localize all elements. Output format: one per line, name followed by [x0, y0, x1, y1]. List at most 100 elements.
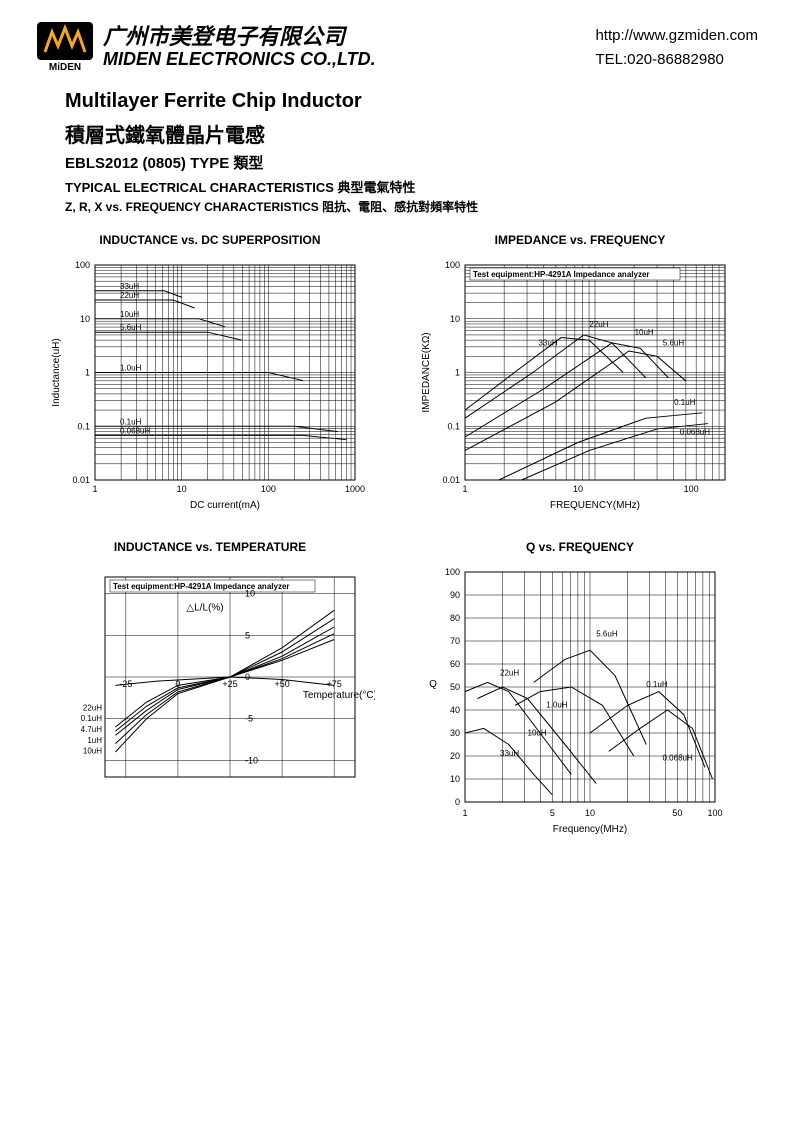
- subtitle-1: TYPICAL ELECTRICAL CHARACTERISTICS 典型電氣特…: [65, 177, 758, 196]
- title-cn: 積層式鐵氧體晶片電感: [65, 119, 758, 148]
- chart3-title: INDUCTANCE vs. TEMPERATURE: [45, 540, 375, 554]
- logo-block: MiDEN 广州市美登电子有限公司 MIDEN ELECTRONICS CO.,…: [35, 20, 376, 75]
- svg-text:10uH: 10uH: [120, 310, 139, 319]
- svg-text:20: 20: [450, 751, 460, 761]
- svg-text:0.1uH: 0.1uH: [81, 714, 103, 723]
- svg-text:100: 100: [707, 808, 722, 818]
- chart-impedance-freq: IMPEDANCE vs. FREQUENCY 1 10 100 0.01 0.1 1 10…: [415, 233, 745, 515]
- svg-text:33uH: 33uH: [500, 749, 519, 758]
- svg-text:+75: +75: [327, 679, 342, 689]
- svg-text:0.1uH: 0.1uH: [646, 680, 668, 689]
- svg-text:22uH: 22uH: [589, 320, 608, 329]
- svg-text:0.1uH: 0.1uH: [674, 398, 696, 407]
- svg-text:10: 10: [80, 314, 90, 324]
- chart4-title: Q vs. FREQUENCY: [415, 540, 745, 554]
- svg-text:4.7uH: 4.7uH: [81, 725, 103, 734]
- chart3-svg: Test equipment:HP-4291A Impedance analyz…: [45, 562, 375, 812]
- svg-text:1: 1: [462, 484, 467, 494]
- svg-text:1: 1: [462, 808, 467, 818]
- svg-text:40: 40: [450, 705, 460, 715]
- svg-text:50: 50: [672, 808, 682, 818]
- svg-text:50: 50: [450, 682, 460, 692]
- svg-text:1000: 1000: [345, 484, 365, 494]
- chart2-title: IMPEDANCE vs. FREQUENCY: [415, 233, 745, 247]
- title-en: Multilayer Ferrite Chip Inductor: [65, 90, 758, 113]
- svg-text:10: 10: [450, 314, 460, 324]
- svg-text:-5: -5: [245, 714, 253, 724]
- svg-text:1: 1: [85, 368, 90, 378]
- company-name-en: MIDEN ELECTRONICS CO.,LTD.: [103, 49, 376, 71]
- svg-text:10uH: 10uH: [528, 728, 547, 737]
- header-contact: http://www.gzmiden.com TEL:020-86882980: [595, 24, 758, 72]
- svg-text:100: 100: [75, 260, 90, 270]
- svg-text:Temperature(°C): Temperature(°C): [303, 690, 375, 701]
- svg-text:10uH: 10uH: [83, 747, 102, 756]
- svg-text:100: 100: [684, 484, 699, 494]
- svg-text:5: 5: [245, 630, 250, 640]
- svg-text:10: 10: [450, 774, 460, 784]
- svg-text:22uH: 22uH: [500, 669, 519, 678]
- svg-text:0.01: 0.01: [442, 475, 460, 485]
- svg-text:Test equipment:HP-4291A Impeda: Test equipment:HP-4291A Impedance analyz…: [113, 582, 290, 591]
- svg-text:10: 10: [585, 808, 595, 818]
- chart-inductance-dc: INDUCTANCE vs. DC SUPERPOSITION 11010010…: [45, 233, 375, 515]
- svg-text:△L/L(%): △L/L(%): [186, 602, 223, 613]
- svg-text:0: 0: [455, 797, 460, 807]
- model-line: EBLS2012 (0805) TYPE 類型: [65, 152, 758, 173]
- svg-text:10: 10: [573, 484, 583, 494]
- svg-text:100: 100: [445, 260, 460, 270]
- svg-text:0.1: 0.1: [77, 421, 90, 431]
- svg-text:30: 30: [450, 728, 460, 738]
- title-block: Multilayer Ferrite Chip Inductor 積層式鐵氧體晶…: [65, 90, 758, 215]
- svg-text:10uH: 10uH: [635, 328, 654, 337]
- chart-inductance-temp: INDUCTANCE vs. TEMPERATURE Test equipmen…: [45, 540, 375, 842]
- svg-text:Q: Q: [429, 679, 437, 690]
- chart-q-freq: Q vs. FREQUENCY 1 5 10 50 100 0 10 20 30 40 50 60 70…: [415, 540, 745, 842]
- chart1-title: INDUCTANCE vs. DC SUPERPOSITION: [45, 233, 375, 247]
- chart1-svg: 11010010000.010.1110100DC current(mA)Ind…: [45, 255, 375, 515]
- svg-text:-10: -10: [245, 755, 258, 765]
- svg-text:5.6uH: 5.6uH: [120, 323, 142, 332]
- svg-text:0.068uH: 0.068uH: [120, 426, 150, 435]
- svg-text:90: 90: [450, 590, 460, 600]
- svg-text:10: 10: [177, 484, 187, 494]
- svg-text:1.0uH: 1.0uH: [546, 701, 568, 710]
- svg-text:0.068uH: 0.068uH: [663, 754, 693, 763]
- svg-text:1: 1: [92, 484, 97, 494]
- svg-text:60: 60: [450, 659, 460, 669]
- svg-text:0.1uH: 0.1uH: [120, 417, 142, 426]
- svg-text:0.068uH: 0.068uH: [680, 427, 710, 436]
- svg-text:100: 100: [261, 484, 276, 494]
- header: MiDEN 广州市美登电子有限公司 MIDEN ELECTRONICS CO.,…: [35, 20, 758, 75]
- svg-text:1.0uH: 1.0uH: [120, 364, 142, 373]
- svg-text:DC current(mA): DC current(mA): [190, 500, 260, 511]
- svg-text:22uH: 22uH: [120, 291, 139, 300]
- svg-text:5.6uH: 5.6uH: [596, 629, 618, 638]
- svg-text:1: 1: [455, 368, 460, 378]
- svg-text:MiDEN: MiDEN: [49, 62, 81, 73]
- chart4-svg: 1510501000102030405060708090100Frequency…: [415, 562, 745, 842]
- svg-text:33uH: 33uH: [120, 282, 139, 291]
- svg-text:0: 0: [245, 672, 250, 682]
- logo-icon: MiDEN: [35, 20, 95, 75]
- subtitle-2: Z, R, X vs. FREQUENCY CHARACTERISTICS 阻抗…: [65, 198, 758, 215]
- svg-text:Inductance(uH): Inductance(uH): [51, 338, 62, 406]
- svg-text:10: 10: [245, 589, 255, 599]
- company-name-cn: 广州市美登电子有限公司: [103, 25, 376, 49]
- charts-grid: INDUCTANCE vs. DC SUPERPOSITION 11010010…: [45, 233, 758, 842]
- svg-text:5: 5: [550, 808, 555, 818]
- svg-text:100: 100: [445, 567, 460, 577]
- svg-text:IMPEDANCE(KΩ): IMPEDANCE(KΩ): [421, 332, 432, 412]
- svg-text:Test equipment:HP-4291A Impeda: Test equipment:HP-4291A Impedance analyz…: [473, 270, 650, 279]
- svg-text:Frequency(MHz): Frequency(MHz): [553, 824, 627, 835]
- company-url[interactable]: http://www.gzmiden.com: [595, 24, 758, 48]
- svg-text:+25: +25: [222, 679, 237, 689]
- svg-text:FREQUENCY(MHz): FREQUENCY(MHz): [550, 500, 640, 511]
- svg-text:1uH: 1uH: [87, 736, 102, 745]
- company-tel: TEL:020-86882980: [595, 48, 758, 72]
- svg-text:0.1: 0.1: [447, 421, 460, 431]
- svg-text:0.01: 0.01: [72, 475, 90, 485]
- svg-text:22uH: 22uH: [83, 703, 102, 712]
- svg-text:33uH: 33uH: [538, 339, 557, 348]
- svg-text:70: 70: [450, 636, 460, 646]
